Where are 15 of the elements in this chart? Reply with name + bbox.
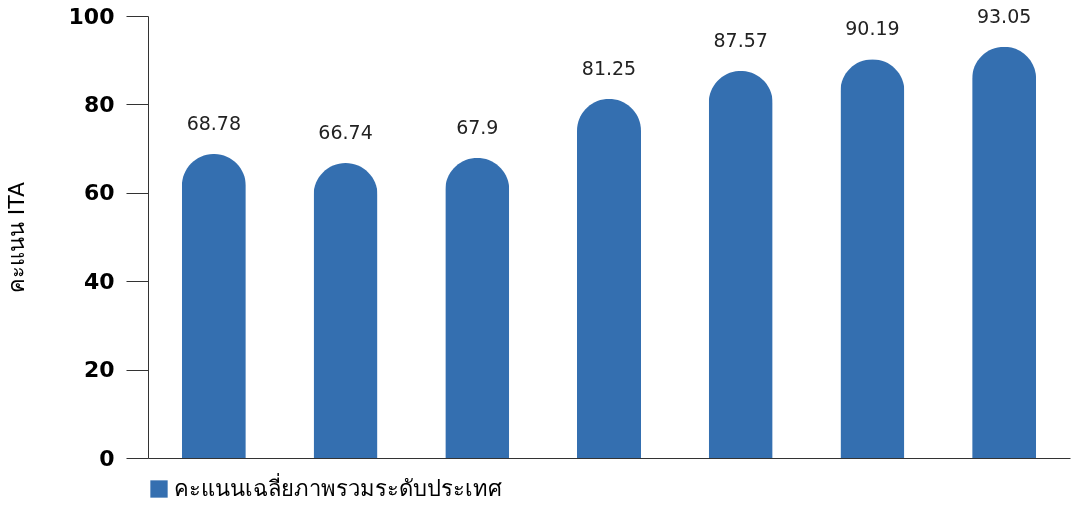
data-label: 67.9 xyxy=(456,115,499,138)
data-label: 87.57 xyxy=(713,28,768,51)
y-axis-title: คะแนน ITA xyxy=(3,181,29,294)
y-tick-label: 0 xyxy=(99,445,115,471)
y-tick-label: 60 xyxy=(83,180,115,206)
y-tick-label: 100 xyxy=(68,3,115,29)
data-label: 93.05 xyxy=(976,4,1032,27)
data-label: 66.74 xyxy=(318,121,373,144)
data-label: 81.25 xyxy=(581,56,637,79)
data-label: 68.78 xyxy=(186,111,242,134)
legend-label: คะแนนเฉลี่ยภาพรวมระดับประเทศ xyxy=(174,473,502,501)
data-label: 90.19 xyxy=(845,17,900,40)
y-tick-label: 40 xyxy=(83,268,115,294)
y-tick-label: 80 xyxy=(83,91,115,117)
y-tick-label: 20 xyxy=(83,357,115,383)
